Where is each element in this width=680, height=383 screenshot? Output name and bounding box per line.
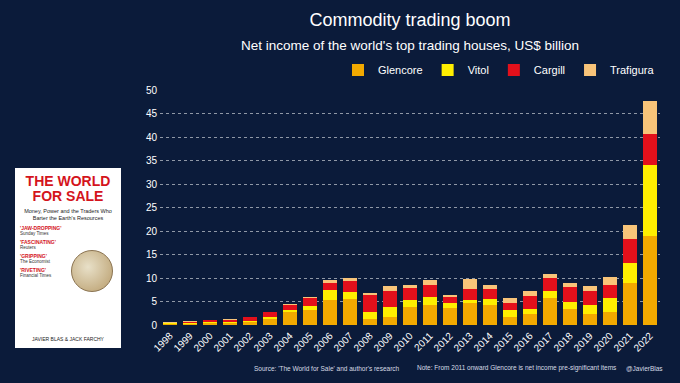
- svg-text:35: 35: [146, 155, 158, 166]
- svg-text:45: 45: [146, 108, 158, 119]
- html-text:Sunday Times: Sunday Times: [20, 231, 49, 236]
- svg-text:0: 0: [151, 320, 157, 331]
- svg-text:Source: 'The World for Sale' a: Source: 'The World for Sale' and author'…: [254, 365, 400, 372]
- svg-text:2008: 2008: [351, 330, 375, 354]
- svg-text:Commodity trading boom: Commodity trading boom: [309, 10, 510, 30]
- svg-text:2019: 2019: [571, 330, 595, 354]
- html-text:'FASCINATING': 'FASCINATING': [20, 239, 56, 245]
- svg-text:2006: 2006: [311, 330, 335, 354]
- svg-text:Cargill: Cargill: [534, 64, 565, 76]
- svg-text:2004: 2004: [271, 330, 295, 354]
- svg-text:Note: From 2011 onward Glencor: Note: From 2011 onward Glencore is net i…: [417, 364, 617, 372]
- svg-text:10: 10: [146, 273, 158, 284]
- html-text:THE WORLD: THE WORLD: [25, 173, 111, 189]
- svg-text:2003: 2003: [251, 330, 275, 354]
- html-text:JAVIER BLAS & JACK FARCHY: JAVIER BLAS & JACK FARCHY: [32, 336, 104, 342]
- svg-text:Net income of the world's top: Net income of the world's top trading ho…: [241, 38, 579, 53]
- svg-text:2005: 2005: [291, 330, 315, 354]
- svg-text:30: 30: [146, 179, 158, 190]
- svg-text:2018: 2018: [551, 330, 575, 354]
- svg-text:@JavierBlas: @JavierBlas: [626, 365, 663, 372]
- svg-text:2022: 2022: [631, 330, 655, 354]
- svg-text:Vitol: Vitol: [468, 64, 489, 76]
- svg-text:5: 5: [151, 296, 157, 307]
- svg-text:2015: 2015: [491, 330, 515, 354]
- svg-text:2000: 2000: [191, 330, 215, 354]
- svg-text:2010: 2010: [391, 330, 415, 354]
- svg-text:2016: 2016: [511, 330, 535, 354]
- svg-text:2013: 2013: [451, 330, 475, 354]
- svg-text:2011: 2011: [412, 330, 435, 353]
- html-text:The Economist: The Economist: [20, 259, 50, 264]
- svg-text:20: 20: [146, 226, 158, 237]
- svg-text:2014: 2014: [471, 330, 495, 354]
- svg-text:2009: 2009: [371, 330, 395, 354]
- html-text:FOR SALE: FOR SALE: [32, 188, 104, 204]
- svg-text:2017: 2017: [531, 330, 555, 354]
- html-text:Money, Power and the Traders W: Money, Power and the Traders Who Barter …: [24, 208, 112, 221]
- html-text:'GRIPPING': 'GRIPPING': [20, 253, 47, 259]
- svg-text:25: 25: [146, 202, 158, 213]
- svg-text:2001: 2001: [211, 330, 235, 354]
- svg-text:2012: 2012: [431, 330, 455, 354]
- html-text:Financial Times: Financial Times: [20, 273, 52, 278]
- svg-text:2002: 2002: [231, 330, 255, 354]
- html-text:'JAW-DROPPING': 'JAW-DROPPING': [20, 225, 62, 231]
- svg-text:Glencore: Glencore: [378, 64, 423, 76]
- svg-text:50: 50: [146, 85, 158, 96]
- svg-text:2020: 2020: [591, 330, 615, 354]
- svg-text:2007: 2007: [331, 330, 355, 354]
- svg-text:Trafigura: Trafigura: [610, 64, 654, 76]
- svg-text:1999: 1999: [171, 330, 195, 354]
- html-text:'RIVETING': 'RIVETING': [20, 267, 46, 273]
- svg-text:15: 15: [146, 249, 158, 260]
- svg-text:2021: 2021: [611, 330, 635, 354]
- svg-text:1998: 1998: [151, 330, 175, 354]
- svg-text:40: 40: [146, 132, 158, 143]
- html-text:Reuters: Reuters: [20, 245, 36, 250]
